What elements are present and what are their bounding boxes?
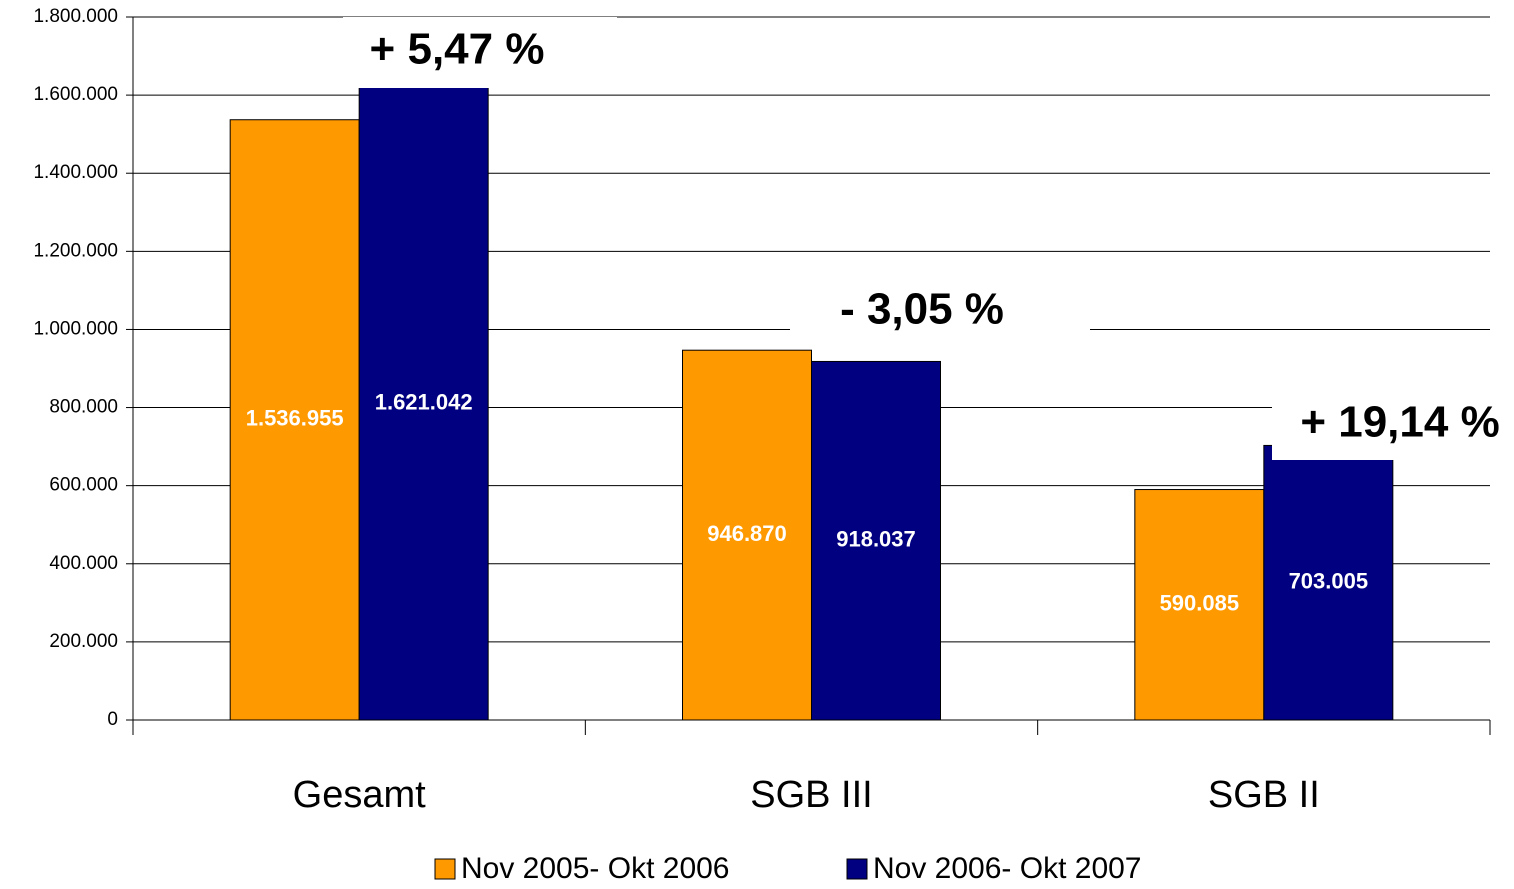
annotation: - 3,05 % <box>840 285 1004 334</box>
y-tick-label: 0 <box>107 709 118 730</box>
bar <box>1263 444 1394 721</box>
legend-label: Nov 2006- Okt 2007 <box>873 852 1142 885</box>
legend-label: Nov 2005- Okt 2006 <box>461 852 730 885</box>
y-tick-label: 800.000 <box>49 397 118 418</box>
annotation-box <box>790 290 1090 345</box>
x-tick-label: SGB III <box>750 774 872 816</box>
annotation-box <box>343 17 617 88</box>
y-tick-label: 1.200.000 <box>33 240 118 261</box>
x-tick-label: Gesamt <box>293 774 426 816</box>
value-label: 1.536.955 <box>246 406 344 431</box>
annotation: + 19,14 % <box>1300 398 1499 447</box>
y-tick-label: 1.000.000 <box>33 318 118 339</box>
value-label: 1.621.042 <box>375 389 473 414</box>
annotation: + 5,47 % <box>370 25 545 74</box>
value-label: 918.037 <box>836 527 916 552</box>
bar <box>358 86 489 721</box>
annotation-box <box>1272 385 1514 460</box>
value-label: 946.870 <box>707 521 787 546</box>
bar <box>811 360 941 721</box>
bar <box>229 119 360 721</box>
y-tick-label: 600.000 <box>49 475 118 496</box>
value-label: 703.005 <box>1289 569 1369 594</box>
y-tick-label: 1.800.000 <box>33 6 118 27</box>
y-tick-label: 400.000 <box>49 553 118 574</box>
y-tick-label: 200.000 <box>49 631 118 652</box>
legend-swatch <box>434 858 456 880</box>
value-label: 590.085 <box>1160 591 1240 616</box>
y-tick-label: 1.400.000 <box>33 162 118 183</box>
x-tick-label: SGB II <box>1208 774 1320 816</box>
bar <box>682 349 812 721</box>
y-tick-label: 1.600.000 <box>33 84 118 105</box>
legend-swatch <box>846 858 868 880</box>
